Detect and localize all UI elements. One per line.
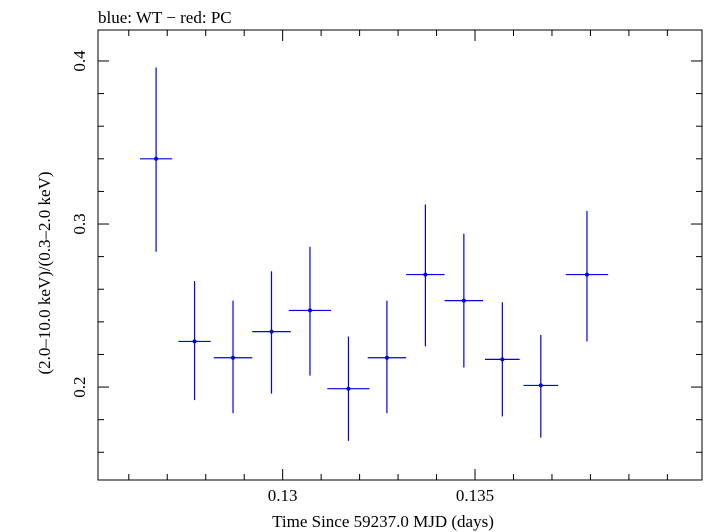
y-axis: 0.2 0.3 0.4 [70,50,702,453]
data-marker [231,355,236,360]
x-tick-label: 0.13 [268,486,298,505]
data-series [139,67,609,441]
y-tick-label: 0.2 [70,376,89,397]
data-marker [423,272,428,277]
data-point [406,204,445,347]
data-marker [461,298,466,303]
data-marker [192,339,197,344]
data-point [213,300,253,414]
y-tick-label: 0.3 [70,213,89,234]
plot-frame [97,29,703,481]
data-point [288,246,332,376]
data-marker [346,386,351,391]
data-marker [584,272,589,277]
x-axis-label: Time Since 59237.0 MJD (days) [272,512,494,531]
data-point [444,233,484,368]
data-point [367,300,407,414]
data-point [485,302,520,417]
data-point [139,67,173,252]
series-wt [139,67,609,441]
data-marker [538,383,543,388]
data-point [565,210,609,342]
y-axis-label: (2.0–10.0 keV)/(0.3–2.0 keV) [35,171,54,374]
chart-title: blue: WT − red: PC [98,8,232,27]
data-point [252,271,291,394]
data-marker [269,329,274,334]
data-marker [307,308,312,313]
x-tick-label: 0.135 [456,486,494,505]
data-point [523,334,559,438]
data-point [178,281,211,401]
x-axis: 0.13 0.135 [128,30,668,505]
data-point [327,336,370,441]
data-marker [500,357,505,362]
data-marker [154,156,159,161]
data-marker [384,355,389,360]
y-tick-label: 0.4 [70,50,89,72]
